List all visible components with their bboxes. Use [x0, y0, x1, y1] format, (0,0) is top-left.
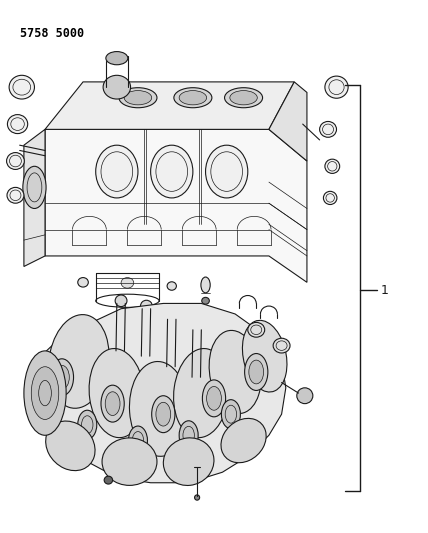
Ellipse shape: [9, 75, 35, 99]
Ellipse shape: [245, 353, 268, 391]
Ellipse shape: [7, 115, 28, 134]
Ellipse shape: [249, 360, 264, 384]
Ellipse shape: [179, 91, 207, 105]
Polygon shape: [45, 130, 307, 282]
Ellipse shape: [105, 392, 120, 416]
Ellipse shape: [151, 145, 193, 198]
Ellipse shape: [320, 122, 336, 138]
Ellipse shape: [163, 361, 180, 378]
Ellipse shape: [152, 395, 175, 433]
Ellipse shape: [248, 322, 265, 337]
Ellipse shape: [163, 438, 214, 486]
Ellipse shape: [103, 75, 131, 99]
Ellipse shape: [195, 495, 199, 500]
Polygon shape: [36, 303, 286, 483]
Ellipse shape: [128, 426, 148, 455]
Ellipse shape: [221, 400, 241, 429]
Ellipse shape: [121, 278, 134, 288]
Text: 5758 5000: 5758 5000: [20, 27, 84, 39]
Ellipse shape: [189, 372, 205, 389]
Ellipse shape: [78, 278, 88, 287]
Ellipse shape: [209, 330, 261, 414]
Ellipse shape: [96, 145, 138, 198]
Ellipse shape: [202, 380, 226, 417]
Ellipse shape: [174, 349, 229, 438]
Ellipse shape: [225, 88, 263, 108]
Ellipse shape: [202, 308, 209, 315]
Ellipse shape: [205, 145, 248, 198]
Ellipse shape: [324, 191, 337, 205]
Ellipse shape: [46, 421, 95, 471]
Ellipse shape: [174, 88, 212, 108]
Ellipse shape: [325, 76, 348, 98]
Ellipse shape: [7, 188, 24, 203]
Ellipse shape: [101, 385, 124, 422]
Ellipse shape: [179, 421, 198, 450]
Ellipse shape: [104, 476, 113, 484]
Ellipse shape: [23, 166, 46, 208]
Ellipse shape: [207, 386, 221, 410]
Ellipse shape: [202, 297, 209, 304]
Ellipse shape: [24, 351, 66, 435]
Ellipse shape: [102, 438, 157, 486]
Ellipse shape: [124, 91, 152, 105]
Ellipse shape: [242, 320, 287, 392]
Ellipse shape: [201, 277, 210, 293]
Ellipse shape: [325, 159, 340, 173]
Ellipse shape: [204, 318, 211, 325]
Ellipse shape: [297, 388, 313, 403]
Ellipse shape: [230, 91, 257, 105]
Ellipse shape: [78, 410, 97, 439]
Ellipse shape: [31, 367, 59, 419]
Ellipse shape: [6, 152, 24, 169]
Ellipse shape: [96, 294, 159, 308]
Ellipse shape: [129, 361, 189, 456]
Polygon shape: [45, 82, 294, 130]
Ellipse shape: [191, 321, 203, 333]
Ellipse shape: [115, 295, 127, 306]
Ellipse shape: [138, 350, 155, 367]
Ellipse shape: [54, 366, 69, 389]
Ellipse shape: [89, 349, 145, 438]
Ellipse shape: [166, 311, 178, 322]
Polygon shape: [24, 130, 45, 266]
Ellipse shape: [113, 345, 130, 362]
Ellipse shape: [119, 88, 157, 108]
Ellipse shape: [221, 418, 266, 463]
Ellipse shape: [140, 300, 152, 312]
Ellipse shape: [106, 52, 128, 64]
Ellipse shape: [51, 359, 74, 395]
Ellipse shape: [49, 314, 109, 408]
Ellipse shape: [156, 402, 171, 426]
Text: 1: 1: [381, 284, 389, 297]
Ellipse shape: [167, 282, 176, 290]
Polygon shape: [269, 82, 307, 161]
Ellipse shape: [273, 338, 290, 353]
